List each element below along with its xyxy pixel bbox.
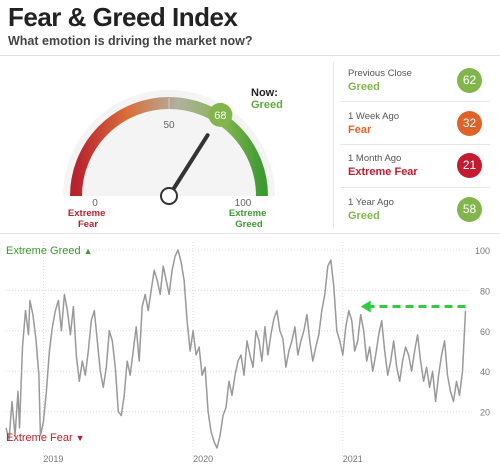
history-1-week-ago: 1 Week Ago Fear 32 xyxy=(340,111,490,151)
history-rating: Greed xyxy=(348,210,380,222)
x-tick-label: 2021 xyxy=(343,454,363,464)
gauge-tick-mid: 50 xyxy=(163,120,175,131)
y-tick-label: 100 xyxy=(475,246,490,256)
extreme-fear-axis-text: Extreme Fear xyxy=(6,432,73,444)
gauge-tick-min: 0 xyxy=(92,198,98,209)
extreme-greed-line2: Greed xyxy=(235,219,263,230)
history-label: Previous Close xyxy=(348,68,412,79)
history-line-chart: 20 40 60 80 100 2019 2020 2021 Extreme Greed ▲ E… xyxy=(5,242,490,464)
extreme-greed-axis-label: Extreme Greed ▲ xyxy=(6,245,93,257)
extreme-fear-line1: Extreme xyxy=(68,208,106,219)
gauge-value: 68 xyxy=(214,110,226,122)
extreme-fear-axis-label: Extreme Fear ▼ xyxy=(6,432,85,444)
extreme-greed-axis-text: Extreme Greed xyxy=(6,245,81,257)
history-1-year-ago: 1 Year Ago Greed 58 xyxy=(340,197,490,237)
history-value-badge: 58 xyxy=(457,197,482,222)
history-divider xyxy=(340,187,490,188)
history-rating: Extreme Fear xyxy=(348,166,418,178)
extreme-fear-label: Extreme Fear xyxy=(68,208,108,230)
annotation-arrowhead xyxy=(360,300,371,313)
x-tick-label: 2019 xyxy=(43,454,63,464)
history-value-badge: 32 xyxy=(457,111,482,136)
gauge-value-badge xyxy=(208,102,233,127)
gauge-tick-max: 100 xyxy=(235,198,252,209)
y-tick-label: 40 xyxy=(480,367,490,377)
history-rating: Greed xyxy=(348,81,380,93)
series-line xyxy=(5,249,467,449)
extreme-greed-label: Extreme Greed xyxy=(229,208,269,230)
history-label: 1 Week Ago xyxy=(348,111,400,122)
history-rating: Fear xyxy=(348,124,372,136)
history-previous-close: Previous Close Greed 62 xyxy=(340,68,490,108)
gauge-needle-hub xyxy=(160,187,178,205)
chart-grid xyxy=(6,242,470,464)
panel-divider xyxy=(333,62,334,228)
history-divider xyxy=(340,101,490,102)
extreme-greed-line1: Extreme xyxy=(229,208,267,219)
history-1-month-ago: 1 Month Ago Extreme Fear 21 xyxy=(340,153,490,193)
gauge-now-rating: Greed xyxy=(251,99,283,111)
y-tick-label: 20 xyxy=(480,408,490,418)
y-tick-label: 60 xyxy=(480,327,490,337)
history-label: 1 Month Ago xyxy=(348,153,402,164)
up-triangle-icon: ▲ xyxy=(84,246,93,256)
history-divider xyxy=(340,144,490,145)
history-value-badge: 62 xyxy=(457,68,482,93)
x-tick-label: 2020 xyxy=(193,454,213,464)
page-title: Fear & Greed Index xyxy=(8,2,238,32)
extreme-fear-line2: Fear xyxy=(78,219,98,230)
divider xyxy=(0,233,500,234)
gauge-needle xyxy=(167,133,210,198)
divider xyxy=(0,55,500,56)
gauge-now-label: Now: xyxy=(251,87,278,99)
chart-ticks: 20 40 60 80 100 2019 2020 2021 xyxy=(43,246,490,464)
y-tick-label: 80 xyxy=(480,286,490,296)
down-triangle-icon: ▼ xyxy=(76,433,85,443)
page-subtitle: What emotion is driving the market now? xyxy=(8,34,253,48)
history-value-badge: 21 xyxy=(457,153,482,178)
history-label: 1 Year Ago xyxy=(348,197,394,208)
fear-greed-gauge: 50 0 100 Extreme Fear Extreme Greed 68 N… xyxy=(63,87,283,230)
